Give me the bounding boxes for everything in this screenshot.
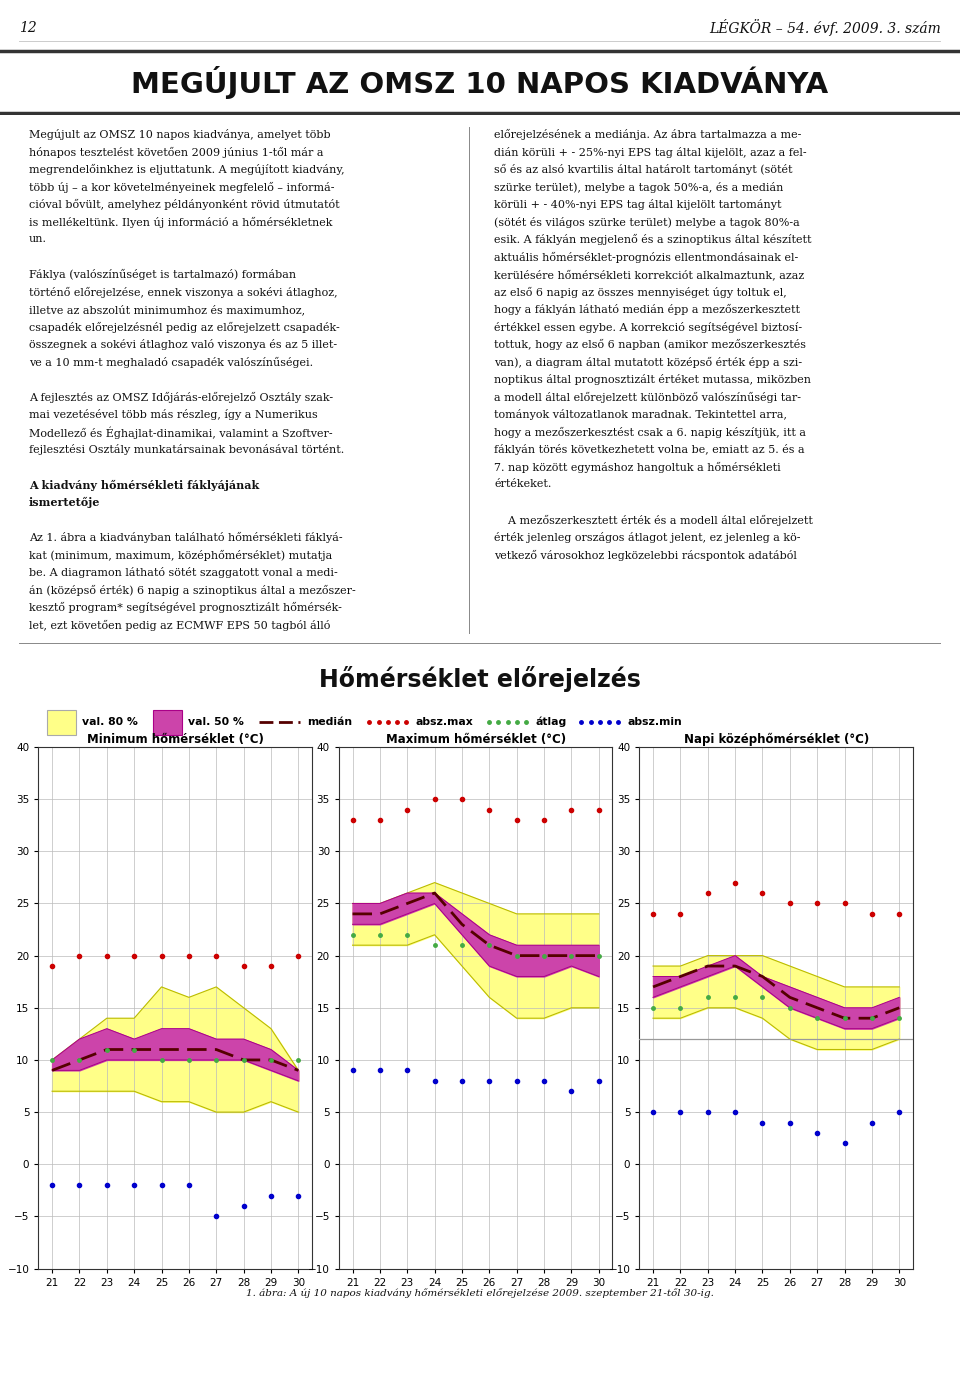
Text: értékeket.: értékeket.: [494, 480, 552, 490]
Text: mai vezetésével több más részleg, így a Numerikus: mai vezetésével több más részleg, így a …: [29, 409, 318, 420]
Title: Minimum hőmérséklet (°C): Minimum hőmérséklet (°C): [86, 733, 264, 746]
Text: kerülésére hőmérsékleti korrekciót alkalmaztunk, azaz: kerülésére hőmérsékleti korrekciót alkal…: [494, 270, 804, 280]
Text: Hőmérséklet előrejelzés: Hőmérséklet előrejelzés: [319, 666, 641, 691]
Text: medián: medián: [307, 716, 352, 727]
Text: be. A diagramon látható sötét szaggatott vonal a medi-: be. A diagramon látható sötét szaggatott…: [29, 568, 338, 579]
Text: esik. A fáklyán megjelenő és a szinoptikus által készített: esik. A fáklyán megjelenő és a szinoptik…: [494, 234, 812, 245]
Text: előrejelzésének a mediánja. Az ábra tartalmazza a me-: előrejelzésének a mediánja. Az ábra tart…: [494, 129, 802, 140]
Text: án (középső érték) 6 napig a szinoptikus által a mezőszer-: án (középső érték) 6 napig a szinoptikus…: [29, 584, 355, 595]
Text: let, ezt követően pedig az ECMWF EPS 50 tagból álló: let, ezt követően pedig az ECMWF EPS 50 …: [29, 619, 330, 630]
Title: Maximum hőmérséklet (°C): Maximum hőmérséklet (°C): [386, 733, 565, 746]
Text: Az 1. ábra a kiadványban található hőmérsékleti fáklyá-: Az 1. ábra a kiadványban található hőmér…: [29, 531, 343, 542]
Text: tományok változatlanok maradnak. Tekintettel arra,: tományok változatlanok maradnak. Tekinte…: [494, 409, 787, 420]
Text: körüli + - 40%-nyi EPS tag által kijelölt tartományt: körüli + - 40%-nyi EPS tag által kijelöl…: [494, 199, 781, 210]
Text: ve a 10 mm-t meghaladó csapadék valószínűségei.: ve a 10 mm-t meghaladó csapadék valószín…: [29, 357, 313, 367]
Text: A mezőszerkesztett érték és a modell által előrejelzett: A mezőszerkesztett érték és a modell ált…: [494, 515, 813, 526]
Text: hogy a mezőszerkesztést csak a 6. napig készítjük, itt a: hogy a mezőszerkesztést csak a 6. napig …: [494, 427, 806, 438]
Text: fejlesztési Osztály munkatársainak bevonásával történt.: fejlesztési Osztály munkatársainak bevon…: [29, 444, 344, 455]
Text: hónapos tesztelést követően 2009 június 1-től már a: hónapos tesztelést követően 2009 június …: [29, 146, 324, 157]
Text: a modell által előrejelzett különböző valószínűségi tar-: a modell által előrejelzett különböző va…: [494, 392, 802, 403]
Text: absz.max: absz.max: [416, 716, 473, 727]
Text: értékkel essen egybe. A korrekció segítségével biztosí-: értékkel essen egybe. A korrekció segíts…: [494, 321, 803, 332]
Text: noptikus által prognosztizált értéket mutassa, miközben: noptikus által prognosztizált értéket mu…: [494, 374, 811, 385]
Text: aktuális hőmérséklet-prognózis ellentmondásainak el-: aktuális hőmérséklet-prognózis ellentmon…: [494, 252, 799, 263]
Text: val. 80 %: val. 80 %: [82, 716, 137, 727]
Text: (sötét és világos szürke terület) melybe a tagok 80%-a: (sötét és világos szürke terület) melybe…: [494, 217, 800, 228]
Text: összegnek a sokévi átlaghoz való viszonya és az 5 illet-: összegnek a sokévi átlaghoz való viszony…: [29, 339, 337, 351]
Text: cióval bővült, amelyhez példányonként rövid útmutatót: cióval bővült, amelyhez példányonként rö…: [29, 199, 340, 210]
Text: kat (minimum, maximum, középhőmérséklet) mutatja: kat (minimum, maximum, középhőmérséklet)…: [29, 549, 332, 561]
Text: absz.min: absz.min: [628, 716, 683, 727]
Text: 7. nap között egymáshoz hangoltuk a hőmérsékleti: 7. nap között egymáshoz hangoltuk a hőmé…: [494, 462, 781, 473]
Text: érték jelenleg országos átlagot jelent, ez jelenleg a kö-: érték jelenleg országos átlagot jelent, …: [494, 531, 801, 542]
Text: kesztő program* segítségével prognosztizált hőmérsék-: kesztő program* segítségével prognosztiz…: [29, 602, 342, 613]
Text: megrendelőinkhez is eljuttatunk. A megújított kiadvány,: megrendelőinkhez is eljuttatunk. A megúj…: [29, 164, 345, 175]
Text: történő előrejelzése, ennek viszonya a sokévi átlaghoz,: történő előrejelzése, ennek viszonya a s…: [29, 287, 337, 298]
Text: val. 50 %: val. 50 %: [188, 716, 244, 727]
Text: Fáklya (valószínűséget is tartalmazó) formában: Fáklya (valószínűséget is tartalmazó) fo…: [29, 270, 296, 281]
Text: több új – a kor követelményeinek megfelelő – informá-: több új – a kor követelményeinek megfele…: [29, 182, 334, 193]
Text: is mellékeltünk. Ilyen új információ a hőmérsékletnek: is mellékeltünk. Ilyen új információ a h…: [29, 217, 332, 228]
Text: tottuk, hogy az első 6 napban (amikor mezőszerkesztés: tottuk, hogy az első 6 napban (amikor me…: [494, 339, 806, 351]
Text: csapadék előrejelzésnél pedig az előrejelzett csapadék-: csapadék előrejelzésnél pedig az előreje…: [29, 321, 340, 332]
Text: fáklyán törés következhetett volna be, emiatt az 5. és a: fáklyán törés következhetett volna be, e…: [494, 444, 805, 455]
Text: un.: un.: [29, 234, 47, 245]
Text: hogy a fáklyán látható medián épp a mezőszerkesztett: hogy a fáklyán látható medián épp a mező…: [494, 305, 801, 316]
Text: A fejlesztés az OMSZ Időjárás-előrejelző Osztály szak-: A fejlesztés az OMSZ Időjárás-előrejelző…: [29, 392, 333, 403]
Title: Napi középhőmérséklet (°C): Napi középhőmérséklet (°C): [684, 733, 869, 746]
Bar: [153, 711, 182, 734]
Text: van), a diagram által mutatott középső érték épp a szi-: van), a diagram által mutatott középső é…: [494, 357, 803, 367]
Text: Megújult az OMSZ 10 napos kiadványa, amelyet több: Megújult az OMSZ 10 napos kiadványa, ame…: [29, 129, 330, 140]
Text: szürke terület), melybe a tagok 50%-a, és a medián: szürke terület), melybe a tagok 50%-a, é…: [494, 182, 783, 193]
Text: 1. ábra: A új 10 napos kiadvány hőmérsékleti előrejelzése 2009. szeptember 21-tő: 1. ábra: A új 10 napos kiadvány hőmérsék…: [246, 1288, 714, 1298]
Text: vetkező városokhoz legközelebbi rácspontok adatából: vetkező városokhoz legközelebbi rácspont…: [494, 549, 797, 561]
Text: illetve az abszolút minimumhoz és maximumhoz,: illetve az abszolút minimumhoz és maximu…: [29, 305, 305, 316]
Bar: [47, 711, 77, 734]
Text: ismertetője: ismertetője: [29, 497, 100, 508]
Text: átlag: átlag: [536, 716, 566, 727]
Text: ső és az alsó kvartilis által határolt tartományt (sötét: ső és az alsó kvartilis által határolt t…: [494, 164, 793, 175]
Text: 12: 12: [19, 21, 36, 35]
Text: LÉGKÖR – 54. évf. 2009. 3. szám: LÉGKÖR – 54. évf. 2009. 3. szám: [709, 19, 941, 36]
Text: dián körüli + - 25%-nyi EPS tag által kijelölt, azaz a fel-: dián körüli + - 25%-nyi EPS tag által ki…: [494, 146, 807, 157]
Text: A kiadvány hőmérsékleti fáklyájának: A kiadvány hőmérsékleti fáklyájának: [29, 480, 259, 491]
Text: az első 6 napig az összes mennyiséget úgy toltuk el,: az első 6 napig az összes mennyiséget úg…: [494, 287, 787, 298]
Text: Modellező és Éghajlat-dinamikai, valamint a Szoftver-: Modellező és Éghajlat-dinamikai, valamin…: [29, 427, 332, 440]
Text: MEGÚJULT AZ OMSZ 10 NAPOS KIADVÁNYA: MEGÚJULT AZ OMSZ 10 NAPOS KIADVÁNYA: [132, 65, 828, 99]
